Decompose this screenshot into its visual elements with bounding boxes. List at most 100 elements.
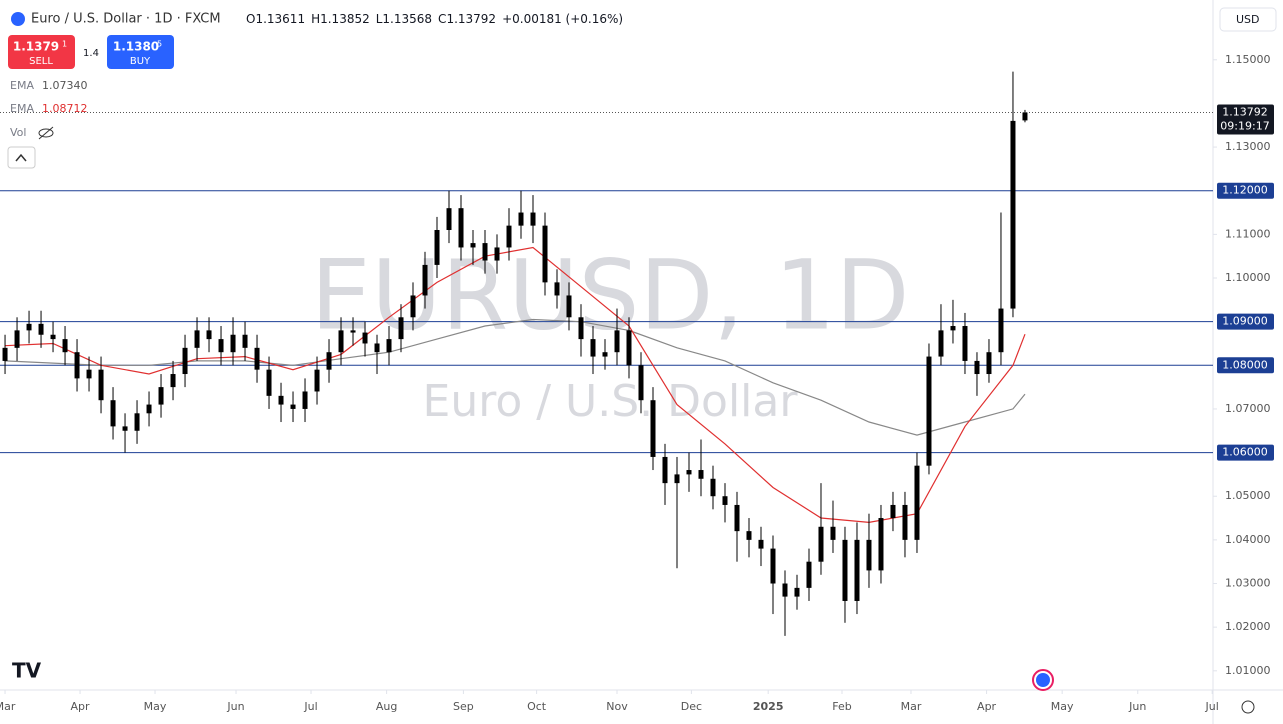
candle-body bbox=[866, 539, 872, 571]
candle-body bbox=[818, 526, 824, 562]
candle-body bbox=[566, 295, 572, 318]
ohlc-values: O1.13611 H1.13852 L1.13568 C1.13792 +0.00181… bbox=[246, 12, 623, 26]
candle-body bbox=[926, 356, 932, 466]
countdown: 09:19:17 bbox=[1220, 120, 1269, 133]
y-tick-label: 1.04000 bbox=[1225, 533, 1271, 546]
candle-body bbox=[266, 369, 272, 396]
x-tick-label: 2025 bbox=[753, 700, 784, 713]
candle-body bbox=[122, 426, 128, 431]
legend-name: EMA bbox=[10, 102, 34, 115]
hide-icon bbox=[38, 126, 54, 140]
candle-body bbox=[278, 395, 284, 405]
candle-body bbox=[410, 295, 416, 318]
sell-button[interactable] bbox=[8, 35, 75, 69]
candle-body bbox=[962, 326, 968, 361]
candle-body bbox=[110, 400, 116, 427]
candle-body bbox=[494, 247, 500, 261]
x-tick-label: Sep bbox=[453, 700, 474, 713]
buy-label: BUY bbox=[130, 56, 151, 67]
y-tick-label: 1.13000 bbox=[1225, 140, 1271, 153]
spread: 1.4 bbox=[83, 48, 99, 59]
candle-body bbox=[662, 456, 668, 484]
sell-label: SELL bbox=[29, 56, 53, 67]
buy-price-sup: 5 bbox=[157, 40, 162, 49]
candle-body bbox=[386, 339, 392, 353]
candle-body bbox=[542, 225, 548, 283]
change: +0.00181 (+0.16%) bbox=[502, 12, 623, 26]
candle-body bbox=[890, 504, 896, 519]
candle-body bbox=[50, 334, 56, 340]
price-label-box bbox=[1217, 104, 1274, 135]
ohlc-key: L bbox=[376, 12, 383, 26]
candle-body bbox=[950, 326, 956, 331]
ohlc-key: H bbox=[311, 12, 320, 26]
candle-body bbox=[314, 369, 320, 392]
candle-body bbox=[722, 496, 728, 505]
settings-icon[interactable] bbox=[1241, 700, 1255, 714]
ohlc-value: 1.13611 bbox=[255, 12, 305, 26]
candle-body bbox=[422, 264, 428, 296]
candle-body bbox=[686, 470, 692, 475]
x-tick-label: May bbox=[144, 700, 167, 713]
level-label-box bbox=[1217, 444, 1274, 461]
level-label: 1.08000 bbox=[1222, 358, 1268, 371]
candle-body bbox=[38, 323, 44, 335]
sell-price-sup: 1 bbox=[62, 40, 67, 49]
candle-body bbox=[578, 317, 584, 340]
candle-body bbox=[26, 323, 32, 331]
collapse-button[interactable] bbox=[7, 146, 36, 169]
candle-body bbox=[770, 548, 776, 584]
candle-body bbox=[434, 230, 440, 265]
candle-body bbox=[14, 330, 20, 348]
candle-body bbox=[518, 212, 524, 226]
price-label: 1.13792 bbox=[1222, 106, 1268, 119]
candle-body bbox=[98, 369, 104, 401]
candle-body bbox=[746, 531, 752, 540]
candle-body bbox=[218, 339, 224, 353]
candle-body bbox=[374, 343, 380, 353]
candle-body bbox=[554, 282, 560, 296]
buy-price: 1.1380 bbox=[113, 40, 159, 54]
y-tick-label: 1.15000 bbox=[1225, 53, 1271, 66]
y-tick-label: 1.07000 bbox=[1225, 402, 1271, 415]
ohlc-value: 1.13852 bbox=[320, 12, 370, 26]
buy-button[interactable] bbox=[107, 35, 174, 69]
symbol-title[interactable]: Euro / U.S. Dollar · 1D · FXCM bbox=[31, 12, 221, 27]
x-tick-label: Nov bbox=[606, 700, 628, 713]
y-tick-label: 1.03000 bbox=[1225, 577, 1271, 590]
y-tick-label: 1.01000 bbox=[1225, 664, 1271, 677]
x-tick-label: Mar bbox=[901, 700, 922, 713]
candle-body bbox=[338, 330, 344, 353]
candle-body bbox=[350, 330, 356, 333]
candle-body bbox=[470, 243, 476, 248]
candle-body bbox=[170, 374, 176, 388]
candle-body bbox=[734, 504, 740, 532]
candle-body bbox=[398, 317, 404, 340]
currency-button[interactable] bbox=[1219, 7, 1277, 32]
candle-body bbox=[1010, 120, 1016, 309]
level-label: 1.12000 bbox=[1222, 184, 1268, 197]
candle-body bbox=[302, 391, 308, 409]
candle-body bbox=[254, 347, 260, 370]
x-tick-label: Dec bbox=[681, 700, 702, 713]
candle-body bbox=[674, 474, 680, 484]
ohlc-value: 1.13568 bbox=[382, 12, 432, 26]
legend-value: 1.08712 bbox=[42, 102, 88, 115]
candle-body bbox=[830, 526, 836, 540]
candle-body bbox=[974, 360, 980, 375]
x-tick-label: Jun bbox=[226, 700, 244, 713]
candle-body bbox=[482, 243, 488, 261]
candle-body bbox=[878, 518, 884, 571]
candle-body bbox=[506, 225, 512, 248]
hide-icon[interactable] bbox=[38, 128, 54, 138]
candle-body bbox=[530, 212, 536, 226]
legend-name: Vol bbox=[10, 126, 26, 139]
candle-body bbox=[158, 387, 164, 405]
x-tick-label: Feb bbox=[832, 700, 851, 713]
x-tick-label: Apr bbox=[71, 700, 91, 713]
candle-body bbox=[62, 339, 68, 353]
level-label-box bbox=[1217, 313, 1274, 330]
candle-body bbox=[914, 465, 920, 540]
